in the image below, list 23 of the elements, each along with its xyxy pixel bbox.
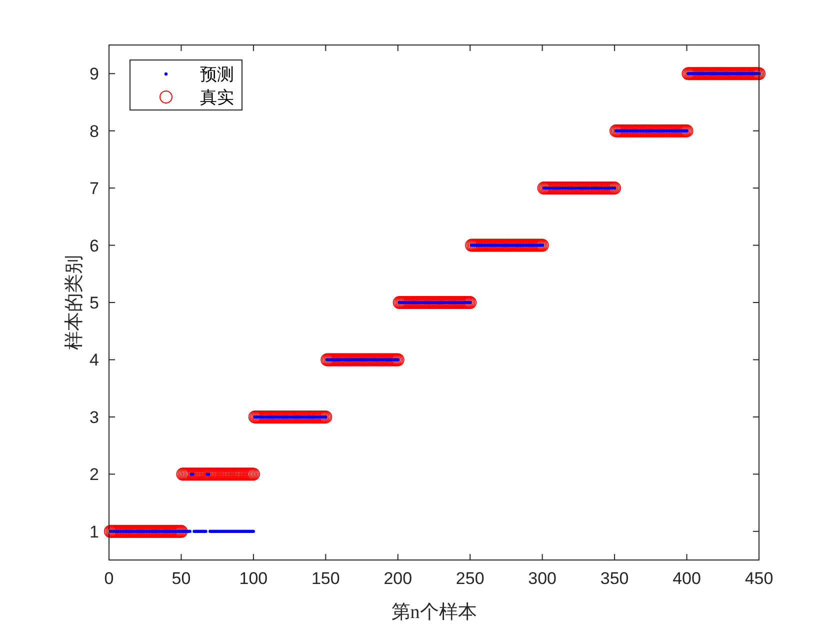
x-tick-label: 400 [672, 569, 701, 588]
y-tick-label: 4 [90, 350, 99, 370]
y-tick-label: 9 [90, 64, 99, 84]
x-tick-label: 100 [239, 569, 268, 588]
x-tick-label: 200 [384, 569, 412, 588]
y-tick-label: 1 [90, 522, 99, 542]
x-tick-label: 0 [104, 569, 114, 588]
y-tick-label: 6 [90, 236, 99, 256]
y-tick-label: 7 [90, 179, 99, 198]
x-tick-label: 50 [172, 569, 191, 588]
x-tick-label: 350 [600, 569, 629, 588]
y-tick-label: 2 [90, 465, 99, 484]
y-tick-label: 5 [90, 294, 99, 312]
x-tick-label: 300 [528, 569, 557, 588]
legend-label: 预测 [200, 65, 234, 84]
x-axis-title: 第n个样本 [391, 602, 477, 623]
x-tick-label: 150 [311, 569, 340, 588]
x-tick-label: 250 [456, 569, 484, 588]
y-axis-title: 样本的类别 [64, 255, 85, 350]
x-tick-label: 450 [744, 569, 774, 588]
legend-label: 真实 [200, 88, 234, 107]
y-tick-label: 3 [90, 408, 99, 427]
y-tick-label: 8 [90, 122, 99, 141]
